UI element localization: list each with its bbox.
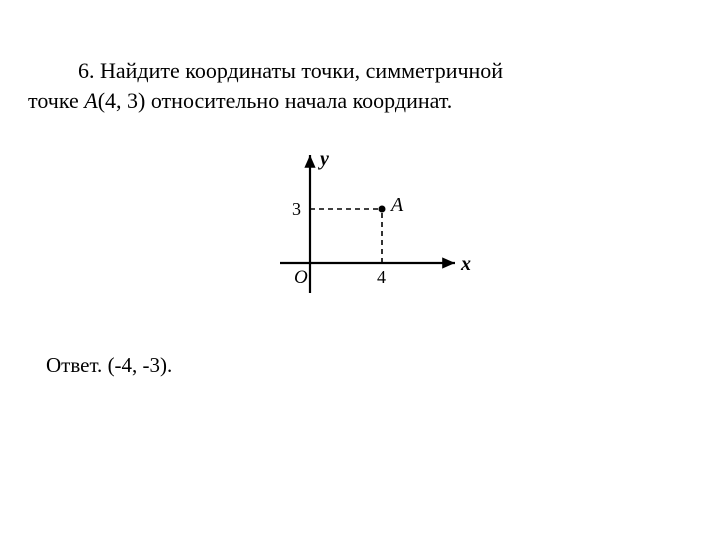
problem-number: 6. [78, 58, 95, 83]
problem-line2-prefix: точке [28, 88, 84, 113]
svg-text:4: 4 [377, 267, 386, 287]
coordinate-chart: Oy x 3 4 A [245, 143, 475, 313]
chart-svg: Oy x 3 4 A [245, 143, 475, 313]
answer-line: Ответ. (-4, -3). [28, 353, 692, 378]
answer-value: (-4, -3). [108, 353, 173, 377]
svg-text:3: 3 [292, 199, 301, 219]
problem-statement: 6. Найдите координаты точки, симметрично… [28, 56, 692, 115]
svg-text:x: x [460, 253, 471, 275]
svg-text:O: O [294, 267, 308, 288]
svg-text:A: A [389, 194, 404, 216]
point-coords: (4, 3) [98, 88, 146, 113]
problem-line1: Найдите координаты точки, симметричной [95, 58, 504, 83]
problem-line2-suffix: относительно начала координат. [145, 88, 452, 113]
svg-text:y: y [318, 148, 329, 170]
point-name: A [84, 88, 97, 113]
answer-prefix: Ответ. [46, 353, 108, 377]
